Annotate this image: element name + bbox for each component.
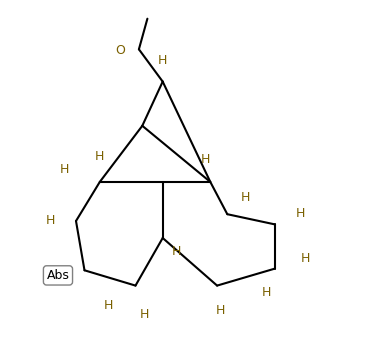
Text: H: H xyxy=(172,245,182,258)
Text: H: H xyxy=(241,191,250,204)
Text: H: H xyxy=(60,163,69,176)
Text: O: O xyxy=(115,44,125,57)
Text: H: H xyxy=(46,215,56,227)
Text: H: H xyxy=(262,286,271,299)
Text: H: H xyxy=(60,271,70,284)
Text: H: H xyxy=(216,304,225,317)
Text: H: H xyxy=(295,207,305,220)
Text: H: H xyxy=(94,150,104,163)
Text: H: H xyxy=(201,153,210,166)
Text: H: H xyxy=(139,308,149,321)
Text: H: H xyxy=(158,54,167,67)
Text: H: H xyxy=(300,252,310,265)
Text: Abs: Abs xyxy=(47,269,69,282)
Text: H: H xyxy=(104,299,113,312)
